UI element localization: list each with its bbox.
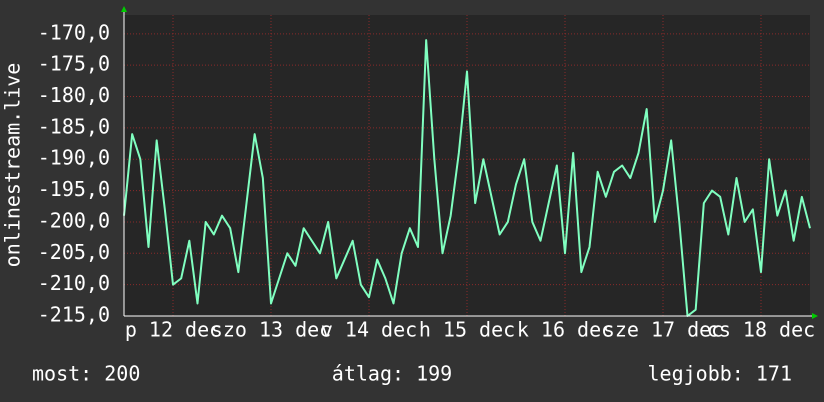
y-tick-label: -175,0 — [38, 52, 110, 76]
y-tick-label: -205,0 — [38, 240, 110, 264]
y-tick-label: -180,0 — [38, 83, 110, 107]
stat-best: legjobb: 171 — [648, 362, 793, 386]
stat-average: átlag: 199 — [332, 362, 452, 386]
y-tick-label: -210,0 — [38, 271, 110, 295]
stat-current: most: 200 — [32, 362, 140, 386]
x-tick-label: h 15 dec — [419, 318, 515, 342]
data-line — [123, 39, 811, 317]
y-tick-label: -185,0 — [38, 114, 110, 138]
y-tick-label: -195,0 — [38, 177, 110, 201]
y-tick-label: -170,0 — [38, 20, 110, 44]
y-axis-label: onlinestream.live — [1, 63, 25, 268]
x-tick-label: v 14 dec — [321, 318, 417, 342]
y-arrow — [121, 6, 127, 12]
x-tick-label: p 12 dec — [125, 318, 221, 342]
x-tick-label: k 16 dec — [517, 318, 613, 342]
y-tick-label: -200,0 — [38, 208, 110, 232]
x-tick-label: cs 18 dec — [707, 318, 815, 342]
x-tick-label: sze 17 dec — [603, 318, 723, 342]
x-tick-label: szo 13 dec — [211, 318, 331, 342]
y-tick-label: -215,0 — [38, 303, 110, 327]
y-tick-label: -190,0 — [38, 146, 110, 170]
x-arrow — [812, 313, 818, 319]
